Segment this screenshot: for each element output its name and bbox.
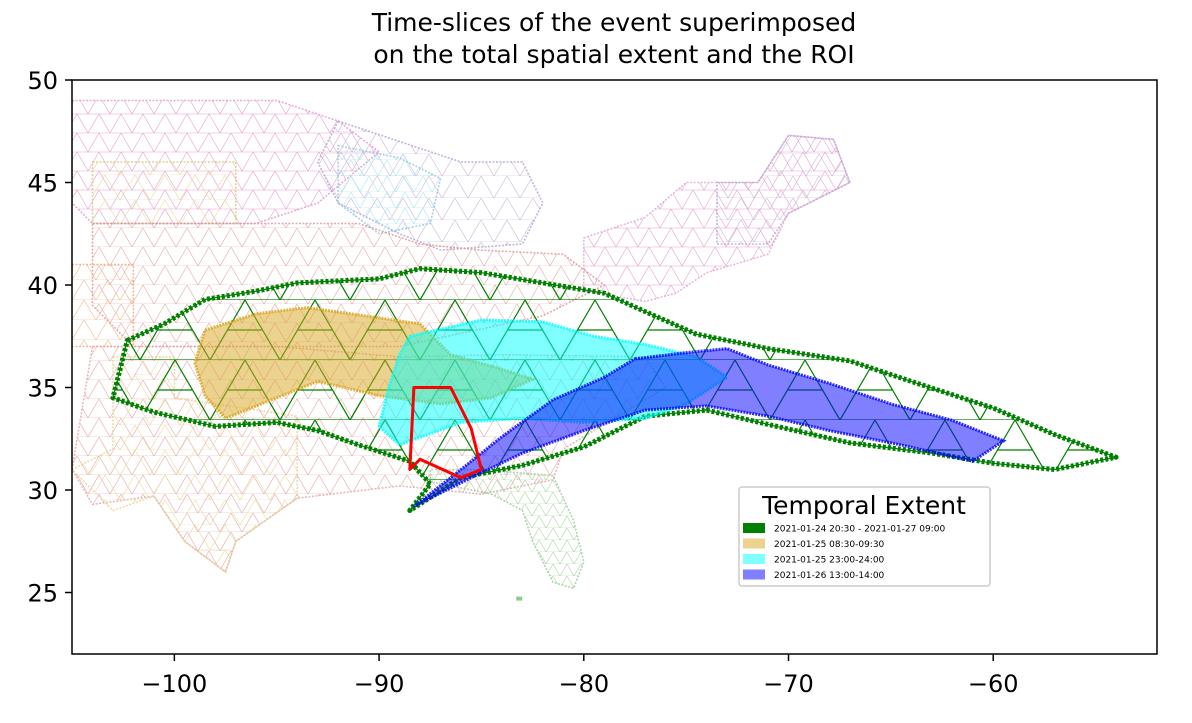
event-overlay <box>110 266 1119 513</box>
chart-title-line-2: on the total spatial extent and the ROI <box>373 40 854 69</box>
legend-swatch <box>743 554 765 564</box>
x-tick-label: −90 <box>354 670 405 698</box>
legend-title: Temporal Extent <box>761 491 966 520</box>
time-slice-2 <box>377 318 730 447</box>
legend-box <box>738 486 991 587</box>
y-tick-label: 30 <box>27 477 58 505</box>
florida-region <box>429 468 585 590</box>
time-slice-3 <box>412 347 1007 508</box>
x-tick-label: −80 <box>558 670 609 698</box>
y-tick-label: 25 <box>27 580 58 608</box>
y-axis: 25 30 35 40 45 50 <box>27 67 72 608</box>
wisconsin-region <box>337 144 442 235</box>
legend-swatch <box>743 538 765 549</box>
x-tick-label: −60 <box>968 670 1019 698</box>
colorado-region <box>72 263 135 348</box>
x-tick-label: −100 <box>141 670 207 698</box>
florida-keys-region <box>516 596 523 601</box>
legend-label: 2021-01-25 08:30-09:30 <box>774 540 885 550</box>
legend-swatch <box>743 523 765 533</box>
x-axis: −100 −90 −80 −70 −60 <box>141 654 1019 698</box>
y-tick-label: 45 <box>27 170 58 198</box>
legend: Temporal Extent 2021-01-24 20:30 - 2021-… <box>738 486 991 587</box>
legend-label: 2021-01-24 20:30 - 2021-01-27 09:00 <box>774 525 945 535</box>
chart-title-line-1: Time-slices of the event superimposed <box>371 8 857 37</box>
legend-label: 2021-01-25 23:00-24:00 <box>774 556 885 566</box>
plot-frame <box>71 79 1158 655</box>
y-tick-label: 50 <box>27 67 58 95</box>
roi-outline <box>408 386 483 480</box>
new-england-region <box>716 134 851 245</box>
north-dakota-region <box>91 161 237 225</box>
y-tick-label: 40 <box>27 272 58 300</box>
legend-swatch <box>743 569 765 580</box>
total-extent-outline <box>112 267 1119 512</box>
x-tick-label: −70 <box>763 670 814 698</box>
y-tick-label: 35 <box>27 375 58 403</box>
legend-label: 2021-01-26 13:00-14:00 <box>774 571 885 581</box>
